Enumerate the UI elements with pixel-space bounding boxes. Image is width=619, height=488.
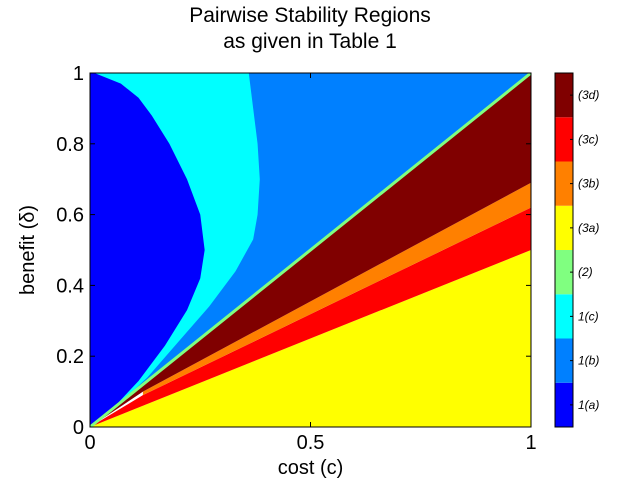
colorbar-label: 1(c)	[578, 309, 599, 323]
chart-title: Pairwise Stability Regions as given in T…	[90, 3, 530, 55]
region-2	[90, 73, 531, 427]
chart-title-line-2: as given in Table 1	[223, 30, 397, 53]
x-tick-label: 1	[525, 432, 536, 454]
colorbar-label: 1(b)	[578, 354, 599, 368]
region-1a	[90, 73, 205, 427]
y-tick-label: 0.8	[56, 134, 84, 156]
colorbar-label: 1(a)	[578, 398, 599, 412]
colorbar-swatch	[555, 205, 573, 250]
colorbar-swatch	[555, 161, 573, 206]
y-tick-label: 0	[73, 417, 84, 439]
colorbar-label: (2)	[578, 265, 593, 279]
region-3b	[142, 182, 531, 396]
region-layer	[90, 73, 531, 427]
colorbar: 1(a) 1(b) 1(c) (2) (3a) (3b) (3c) (3d)	[554, 72, 599, 428]
colorbar-label: (3c)	[578, 132, 599, 146]
colorbar-swatch	[555, 382, 573, 427]
y-tick-label: 0.4	[56, 275, 84, 297]
colorbar-label: (3d)	[578, 88, 599, 102]
chart-title-line-1: Pairwise Stability Regions	[189, 4, 431, 27]
colorbar-swatch	[555, 117, 573, 162]
y-axis-label: benefit (δ)	[17, 205, 39, 295]
colorbar-label: (3b)	[578, 177, 599, 191]
colorbar-swatch	[555, 73, 573, 118]
x-tick-label: 0	[84, 432, 95, 454]
y-tick-label: 1	[73, 63, 84, 85]
colorbar-swatch	[555, 250, 573, 295]
axis-ticks: 0 0.5 1 0 0.2 0.4 0.6 0.8 1	[56, 63, 536, 454]
region-3c	[90, 207, 531, 427]
colorbar-swatch	[555, 338, 573, 383]
colorbar-label: (3a)	[578, 221, 599, 235]
x-axis-label: cost (c)	[278, 457, 344, 479]
colorbar-frame	[554, 72, 574, 428]
x-tick-label: 0.5	[297, 432, 325, 454]
y-tick-label: 0.6	[56, 205, 84, 227]
colorbar-swatch	[555, 294, 573, 339]
y-tick-label: 0.2	[56, 346, 84, 368]
